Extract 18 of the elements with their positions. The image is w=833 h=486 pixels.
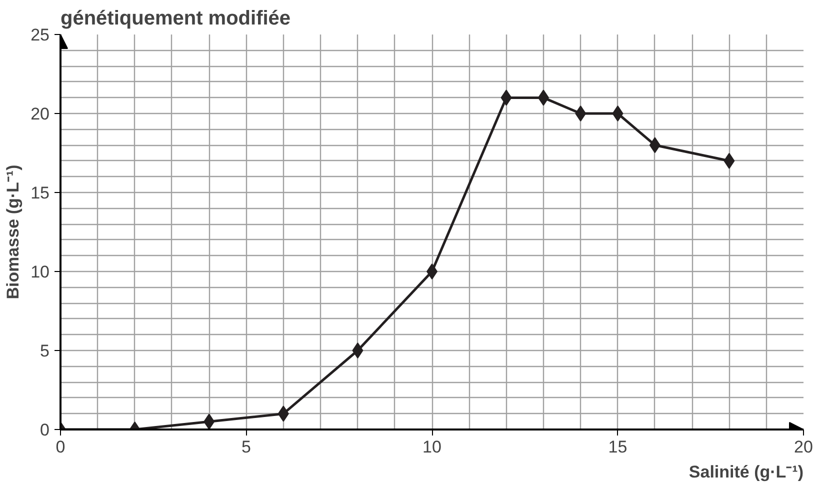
chart-title: génétiquement modifiée <box>60 8 291 30</box>
point <box>575 106 586 122</box>
y-tick-label: 20 <box>30 104 50 124</box>
x-tick-label: 0 <box>56 438 66 456</box>
y-tick-label: 0 <box>40 420 50 440</box>
x-tick-label: 20 <box>794 438 813 456</box>
point <box>204 414 215 430</box>
x-tick-label: 5 <box>242 438 251 456</box>
x-axis-title: Salinité (g·L⁻¹) <box>688 462 804 482</box>
y-tick-label: 15 <box>30 184 50 202</box>
y-tick-label: 5 <box>40 342 50 360</box>
y-tick-label: 10 <box>30 262 50 282</box>
x-tick-label: 10 <box>422 438 442 456</box>
point <box>612 106 624 122</box>
point <box>352 342 364 358</box>
y-axis-title: Biomasse (g·L⁻¹) <box>4 164 23 300</box>
y-tick-label: 25 <box>30 26 50 44</box>
x-tick-label: 15 <box>608 438 628 456</box>
